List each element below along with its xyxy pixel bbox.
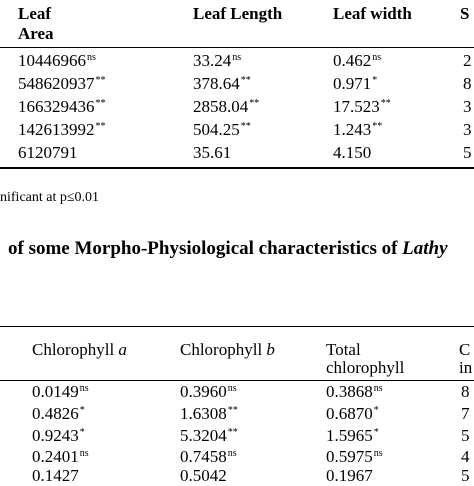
- cell-leaf-area: 142613992**: [18, 120, 106, 139]
- cell-leaf-area: 548620937**: [18, 74, 106, 93]
- cell-partial: 4: [461, 447, 470, 466]
- cell-chlorophyll-a: 0.1427: [32, 466, 79, 485]
- table1-header-rule: [0, 47, 474, 48]
- cell-chlorophyll-b: 0.5042: [180, 466, 227, 485]
- cell-chlorophyll-b: 0.7458ns: [180, 447, 237, 466]
- header-leaf-area-line2: Area: [18, 24, 54, 43]
- cell-total-chlorophyll: 0.3868ns: [326, 382, 383, 401]
- cell-leaf-length: 378.64**: [193, 74, 251, 93]
- cell-total-chlorophyll: 0.5975ns: [326, 447, 383, 466]
- cell-leaf-length: 504.25**: [193, 120, 251, 139]
- cell-partial: 3: [463, 97, 472, 116]
- cell-total-chlorophyll: 0.6870*: [326, 404, 379, 423]
- cell-partial: 8: [463, 74, 472, 93]
- cell-partial: 7: [461, 404, 470, 423]
- document-page: { "table1": { "headers": { "leaf_area_li…: [0, 4, 474, 485]
- header-partial-column: S: [460, 4, 470, 23]
- header-total-chlorophyll-line1: Total: [326, 340, 361, 359]
- cell-partial: 2: [463, 51, 472, 70]
- table1-bottom-rule: [0, 167, 474, 169]
- cell-chlorophyll-b: 0.3960ns: [180, 382, 237, 401]
- cell-chlorophyll-b: 5.3204**: [180, 426, 238, 445]
- cell-chlorophyll-a: 0.9243*: [32, 426, 85, 445]
- cell-chlorophyll-a: 0.4826*: [32, 404, 85, 423]
- header-leaf-width: Leaf width: [333, 4, 412, 23]
- header-partial-line2: in: [459, 358, 473, 377]
- cell-chlorophyll-b: 1.6308**: [180, 404, 238, 423]
- significance-footnote: nificant at p≤0.01: [0, 190, 100, 205]
- cell-partial: 5: [463, 143, 472, 162]
- header-total-chlorophyll-line2: chlorophyll: [326, 358, 405, 377]
- cell-chlorophyll-a: 0.2401ns: [32, 447, 89, 466]
- cell-leaf-width: 1.243**: [333, 120, 383, 139]
- cell-partial: 8: [461, 382, 470, 401]
- cell-leaf-length: 35.61: [193, 143, 232, 162]
- table2-header-rule: [0, 380, 474, 381]
- table2-caption: of some Morpho-Physiological characteris…: [8, 238, 448, 259]
- cell-total-chlorophyll: 0.1967: [326, 466, 373, 485]
- cell-leaf-width: 17.523**: [333, 97, 391, 116]
- table2-top-rule: [0, 326, 474, 327]
- cell-leaf-length: 33.24ns: [193, 51, 242, 70]
- cell-leaf-area: 166329436**: [18, 97, 106, 116]
- cell-partial: 5: [461, 466, 470, 485]
- cell-total-chlorophyll: 1.5965*: [326, 426, 379, 445]
- cell-leaf-width: 0.462ns: [333, 51, 382, 70]
- header-leaf-area-line1: Leaf: [18, 4, 52, 23]
- cell-chlorophyll-a: 0.0149ns: [32, 382, 89, 401]
- cell-leaf-area: 6120791: [18, 143, 78, 162]
- header-chlorophyll-a: Chlorophyll a: [32, 340, 127, 359]
- header-partial-line1: C: [459, 340, 471, 359]
- cell-leaf-width: 0.971*: [333, 74, 378, 93]
- cell-leaf-area: 10446966ns: [18, 51, 96, 70]
- cell-partial: 5: [461, 426, 470, 445]
- header-chlorophyll-b: Chlorophyll b: [180, 340, 275, 359]
- cell-leaf-width: 4.150: [333, 143, 372, 162]
- cell-partial: 3: [463, 120, 472, 139]
- cell-leaf-length: 2858.04**: [193, 97, 260, 116]
- header-leaf-length: Leaf Length: [193, 4, 283, 23]
